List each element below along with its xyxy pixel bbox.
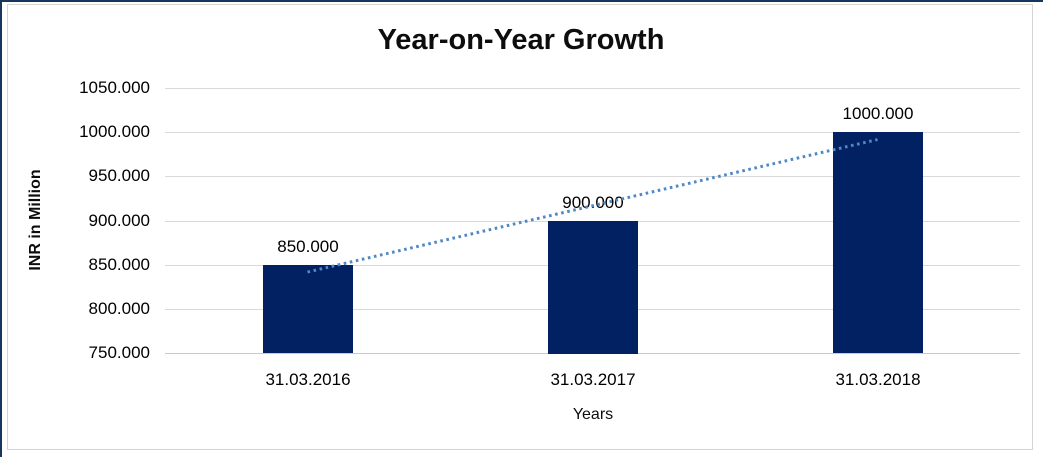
- bar: [263, 265, 353, 353]
- y-gridline: [165, 88, 1020, 89]
- y-gridline: [165, 132, 1020, 133]
- page-edge-top: [0, 0, 1043, 2]
- x-tick-label: 31.03.2016: [265, 370, 351, 389]
- y-axis-title: INR in Million: [27, 169, 44, 271]
- y-tick-label: 1000.000: [79, 122, 150, 141]
- y-tick-label: 850.000: [88, 255, 150, 274]
- x-tick-label: 31.03.2018: [835, 370, 921, 389]
- bar: [833, 132, 923, 353]
- page-edge-left: [0, 0, 2, 457]
- y-tick-label: 950.000: [88, 166, 150, 185]
- chart-title: Year-on-Year Growth: [377, 24, 665, 56]
- y-tick-label: 900.000: [88, 211, 150, 230]
- bar-data-label: 900.000: [562, 193, 624, 212]
- y-tick-label: 800.000: [88, 299, 150, 318]
- bar: [548, 221, 638, 354]
- y-tick-label: 750.000: [88, 343, 150, 362]
- x-tick-label: 31.03.2017: [550, 370, 636, 389]
- x-axis-title: Years: [572, 406, 614, 423]
- y-tick-label: 1050.000: [79, 78, 150, 97]
- bar-data-label: 1000.000: [842, 104, 914, 123]
- bar-data-label: 850.000: [277, 237, 339, 256]
